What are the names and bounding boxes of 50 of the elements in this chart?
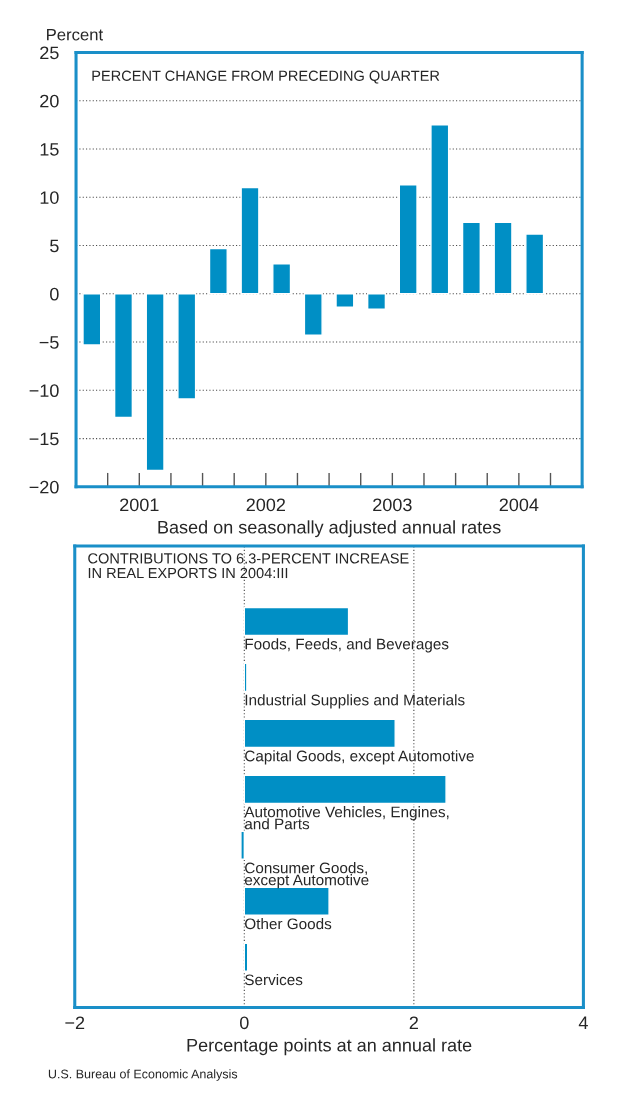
bar <box>272 263 292 295</box>
x-tick-label: 2004 <box>499 498 539 512</box>
y-tick-label: 15 <box>40 143 59 156</box>
y-tick-label: 25 <box>40 46 59 60</box>
bar <box>208 247 228 295</box>
bar <box>303 293 323 336</box>
y-tick-label: −20 <box>29 480 59 494</box>
bar <box>461 221 481 295</box>
y-tick-label: −15 <box>29 432 59 446</box>
y-tick-label: 5 <box>50 239 59 253</box>
bar <box>177 293 197 400</box>
text: PERCENT CHANGE FROM PRECEDING QUARTER <box>92 70 440 84</box>
y-tick-label: 20 <box>40 94 59 108</box>
x-tick-label: 2001 <box>120 498 159 512</box>
y-tick-label: −10 <box>29 384 59 398</box>
bar <box>240 830 246 860</box>
y-tick-label: 0 <box>50 287 59 301</box>
bar <box>493 221 513 295</box>
bar <box>243 774 447 805</box>
bar <box>525 233 545 295</box>
y-axis-title: Percent <box>47 28 103 41</box>
y-tick-label: −5 <box>39 336 59 349</box>
bar <box>243 662 248 693</box>
bar <box>240 186 260 295</box>
bar <box>430 124 450 295</box>
bar <box>113 293 134 419</box>
text: U.S. Bureau of Economic Analysis <box>48 1069 238 1081</box>
chart-title: CONTRIBUTIONS TO 6.3-PERCENT INCREASE IN REAL EXPORTS IN 2004:III <box>88 553 409 579</box>
y-tick-label: Automotive Vehicles, Engines, and Parts <box>244 806 449 830</box>
y-tick-label: Foods, Feeds, and Beverages <box>245 638 449 653</box>
y-tick-label: Services <box>245 974 303 986</box>
x-tick-label: 2 <box>409 1016 418 1029</box>
bar <box>145 293 165 472</box>
x-tick-label: 4 <box>578 1016 588 1029</box>
bar <box>398 184 418 295</box>
x-axis-title: Based on seasonally adjusted annual rates <box>158 520 501 538</box>
x-tick-label: −2 <box>65 1016 85 1029</box>
y-tick-label: Industrial Supplies and Materials <box>245 694 465 709</box>
x-tick-label: 2003 <box>373 498 412 512</box>
y-tick-label: Capital Goods, except Automotive <box>245 750 474 765</box>
y-tick-label: Other Goods <box>245 918 332 930</box>
bar <box>335 293 355 309</box>
y-tick-label: 10 <box>40 191 59 204</box>
bar <box>366 293 387 310</box>
x-tick-label: 2002 <box>246 498 285 512</box>
x-axis-title: Percentage points at an annual rate <box>187 1038 472 1056</box>
bar <box>82 293 102 346</box>
bar <box>243 718 396 749</box>
y-tick-label: Consumer Goods, except Automotive <box>244 862 369 889</box>
bar <box>243 606 350 637</box>
